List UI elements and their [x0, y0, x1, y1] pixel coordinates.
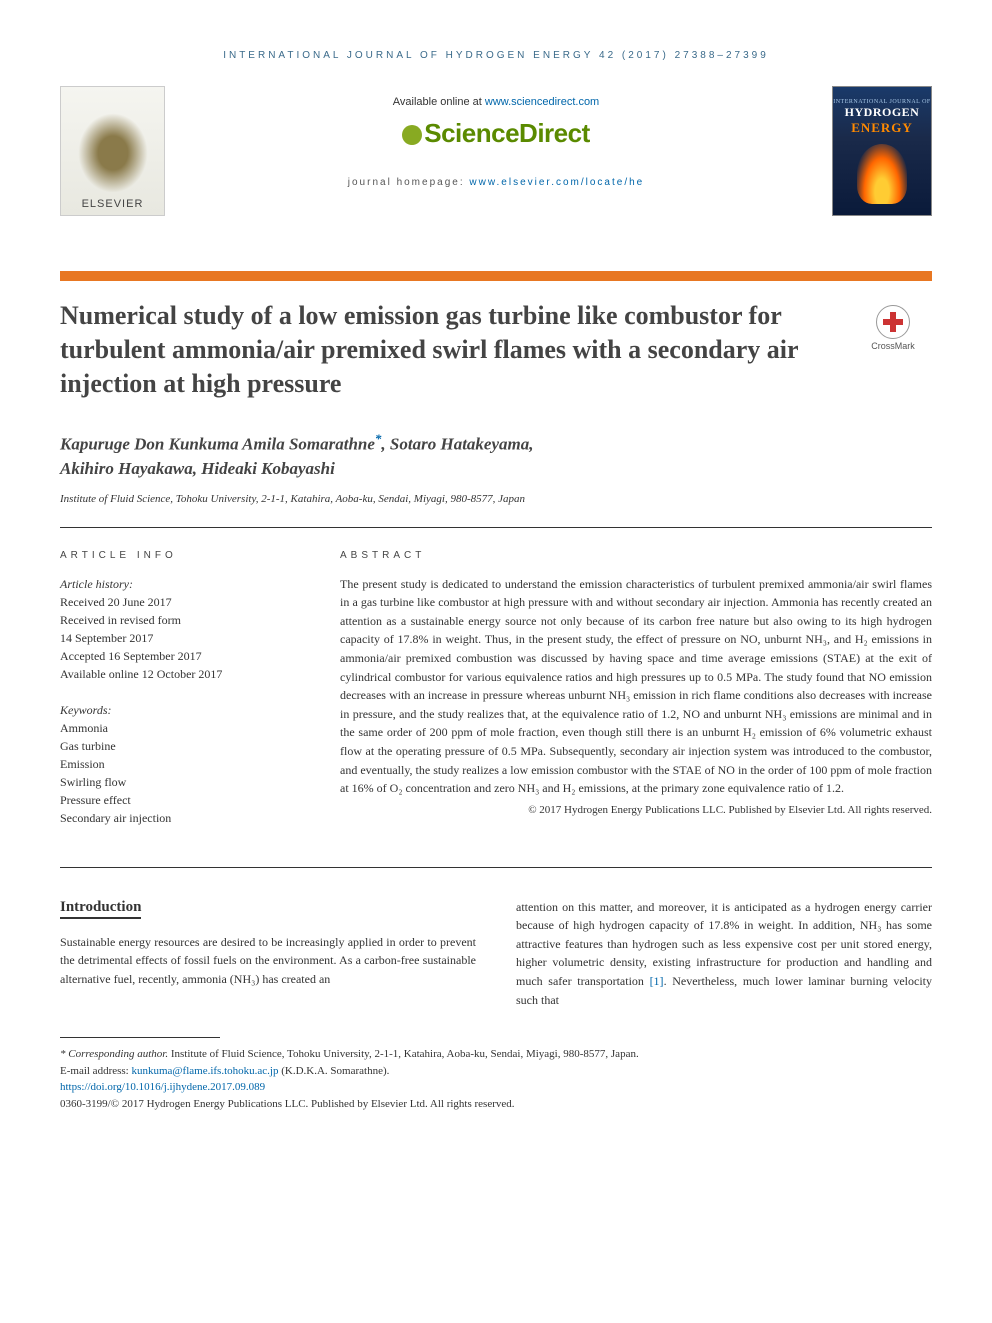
abstract-text: The present study is dedicated to unders… — [340, 575, 932, 798]
footnote-block: * Corresponding author. Institute of Flu… — [60, 1046, 932, 1112]
keyword-item: Secondary air injection — [60, 809, 300, 827]
issn-copyright: 0360-3199/© 2017 Hydrogen Energy Publica… — [60, 1096, 932, 1113]
homepage-prefix: journal homepage: — [348, 177, 470, 188]
elsevier-label: ELSEVIER — [82, 198, 144, 210]
revised-line1: Received in revised form — [60, 611, 300, 629]
intro-col2-text: attention on this matter, and moreover, … — [516, 898, 932, 1010]
corresponding-text: Institute of Fluid Science, Tohoku Unive… — [168, 1048, 639, 1060]
authors-line2: Akihiro Hayakawa, Hideaki Kobayashi — [60, 459, 335, 478]
sciencedirect-link[interactable]: www.sciencedirect.com — [485, 96, 599, 108]
keyword-item: Swirling flow — [60, 773, 300, 791]
history-label: Article history: — [60, 575, 300, 593]
homepage-link[interactable]: www.elsevier.com/locate/he — [469, 177, 644, 188]
online-date: Available online 12 October 2017 — [60, 665, 300, 683]
elsevier-tree-icon — [78, 113, 148, 193]
journal-cover-thumbnail[interactable]: INTERNATIONAL JOURNAL OF HYDROGEN ENERGY — [832, 86, 932, 216]
cover-hydrogen: HYDROGEN — [845, 105, 920, 120]
crossmark-badge[interactable]: CrossMark — [854, 299, 932, 351]
corresponding-label: * Corresponding author. — [60, 1048, 168, 1060]
elsevier-logo[interactable]: ELSEVIER — [60, 86, 165, 216]
orange-divider-bar — [60, 271, 932, 281]
keyword-item: Ammonia — [60, 719, 300, 737]
rule-top — [60, 527, 932, 528]
homepage-line: journal homepage: www.elsevier.com/locat… — [60, 177, 932, 188]
available-prefix: Available online at — [393, 96, 485, 108]
email-suffix: (K.D.K.A. Somarathne). — [278, 1065, 389, 1077]
header-block: ELSEVIER INTERNATIONAL JOURNAL OF HYDROG… — [60, 86, 932, 261]
sciencedirect-logo[interactable]: ScienceDirect — [60, 118, 932, 149]
cover-energy: ENERGY — [851, 120, 913, 136]
sd-globe-icon — [402, 125, 422, 145]
footnote-rule — [60, 1037, 220, 1038]
article-title: Numerical study of a low emission gas tu… — [60, 299, 854, 400]
keyword-item: Pressure effect — [60, 791, 300, 809]
reference-link-1[interactable]: [1] — [650, 974, 664, 988]
keywords-block: Keywords: Ammonia Gas turbine Emission S… — [60, 701, 300, 827]
crossmark-cross-icon — [883, 312, 903, 332]
email-link[interactable]: kunkuma@flame.ifs.tohoku.ac.jp — [131, 1065, 278, 1077]
affiliation: Institute of Fluid Science, Tohoku Unive… — [60, 493, 932, 505]
running-head: INTERNATIONAL JOURNAL OF HYDROGEN ENERGY… — [60, 50, 932, 61]
received-date: Received 20 June 2017 — [60, 593, 300, 611]
crossmark-label: CrossMark — [871, 341, 915, 351]
sd-logo-text: ScienceDirect — [424, 118, 589, 148]
crossmark-circle-icon — [876, 305, 910, 339]
author-1: Kapuruge Don Kunkuma Amila Somarathne — [60, 435, 375, 454]
keywords-label: Keywords: — [60, 701, 300, 719]
available-online-line: Available online at www.sciencedirect.co… — [60, 96, 932, 108]
author-2: , Sotaro Hatakeyama, — [381, 435, 533, 454]
doi-link[interactable]: https://doi.org/10.1016/j.ijhydene.2017.… — [60, 1081, 265, 1093]
cover-flame-icon — [857, 144, 907, 204]
authors-block: Kapuruge Don Kunkuma Amila Somarathne*, … — [60, 430, 932, 480]
introduction-heading: Introduction — [60, 899, 141, 919]
article-info-heading: ARTICLE INFO — [60, 550, 300, 561]
revised-line2: 14 September 2017 — [60, 629, 300, 647]
rule-bottom — [60, 867, 932, 868]
email-label: E-mail address: — [60, 1065, 131, 1077]
intro-col1-text: Sustainable energy resources are desired… — [60, 933, 476, 989]
abstract-heading: ABSTRACT — [340, 550, 932, 561]
accepted-date: Accepted 16 September 2017 — [60, 647, 300, 665]
abstract-copyright: © 2017 Hydrogen Energy Publications LLC.… — [340, 804, 932, 816]
keyword-item: Gas turbine — [60, 737, 300, 755]
keyword-item: Emission — [60, 755, 300, 773]
article-history: Article history: Received 20 June 2017 R… — [60, 575, 300, 683]
